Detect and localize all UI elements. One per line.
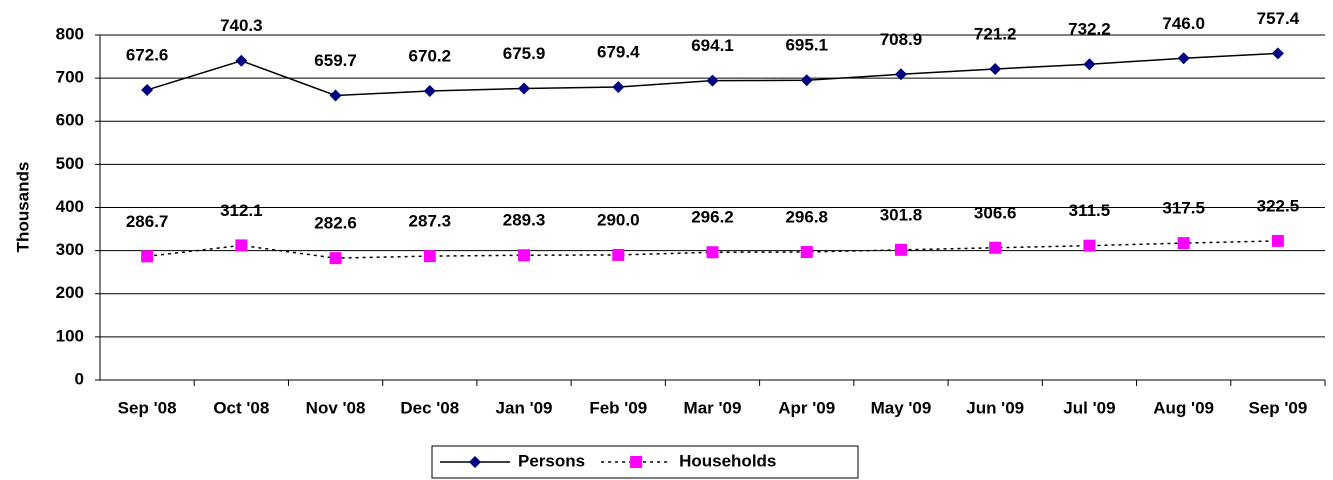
data-label: 286.7 — [126, 212, 169, 231]
y-tick-label: 400 — [56, 197, 84, 216]
marker — [800, 246, 813, 259]
data-label: 312.1 — [220, 201, 263, 220]
y-tick-label: 200 — [56, 283, 84, 302]
data-label: 732.2 — [1068, 20, 1111, 39]
legend-label: Persons — [518, 451, 585, 470]
x-tick-label: Apr '09 — [778, 398, 835, 417]
data-label: 672.6 — [126, 45, 169, 64]
y-tick-label: 700 — [56, 68, 84, 87]
x-tick-label: Dec '08 — [400, 398, 459, 417]
x-tick-label: Jul '09 — [1063, 398, 1115, 417]
x-tick-label: Feb '09 — [589, 398, 647, 417]
data-label: 708.9 — [880, 30, 923, 49]
marker — [1177, 237, 1190, 250]
data-label: 301.8 — [880, 205, 923, 224]
y-tick-label: 800 — [56, 24, 84, 43]
data-label: 322.5 — [1257, 196, 1300, 215]
y-tick-label: 300 — [56, 240, 84, 259]
x-tick-label: May '09 — [871, 398, 932, 417]
x-tick-label: Nov '08 — [306, 398, 366, 417]
data-label: 675.9 — [503, 44, 546, 63]
marker — [1083, 239, 1096, 252]
marker — [141, 83, 154, 96]
marker — [235, 239, 248, 252]
marker — [469, 456, 481, 468]
data-label: 670.2 — [409, 46, 452, 65]
y-tick-label: 600 — [56, 111, 84, 130]
marker — [612, 81, 625, 94]
marker — [235, 54, 248, 67]
data-label: 311.5 — [1069, 201, 1111, 220]
data-label: 287.3 — [409, 212, 452, 231]
data-label: 306.6 — [974, 203, 1017, 222]
y-tick-label: 500 — [56, 154, 84, 173]
marker — [1177, 52, 1190, 65]
data-label: 679.4 — [597, 42, 640, 61]
x-tick-label: Sep '08 — [118, 398, 177, 417]
data-label: 296.8 — [785, 207, 828, 226]
marker — [518, 249, 531, 262]
data-label: 695.1 — [785, 36, 828, 55]
marker — [894, 68, 907, 81]
data-label: 694.1 — [691, 36, 734, 55]
marker — [989, 62, 1002, 75]
marker — [630, 456, 643, 468]
data-label: 317.5 — [1162, 199, 1205, 218]
x-tick-label: Jun '09 — [966, 398, 1024, 417]
marker — [423, 84, 436, 97]
data-label: 746.0 — [1162, 14, 1205, 33]
marker — [518, 82, 531, 95]
marker — [329, 89, 342, 102]
marker — [1271, 47, 1284, 60]
marker — [329, 252, 342, 265]
data-label: 296.2 — [691, 208, 734, 227]
x-tick-label: Jan '09 — [496, 398, 553, 417]
marker — [989, 241, 1002, 254]
x-tick-label: Mar '09 — [684, 398, 742, 417]
y-tick-label: 100 — [56, 326, 84, 345]
x-tick-label: Aug '09 — [1153, 398, 1214, 417]
data-label: 721.2 — [974, 24, 1017, 43]
data-label: 740.3 — [220, 16, 263, 35]
data-label: 282.6 — [314, 214, 357, 233]
marker — [612, 248, 625, 261]
y-tick-label: 0 — [75, 369, 84, 388]
marker — [423, 250, 436, 263]
data-label: 289.3 — [503, 211, 546, 230]
x-tick-label: Oct '08 — [213, 398, 269, 417]
marker — [1271, 234, 1284, 247]
legend-label: Households — [679, 451, 776, 470]
marker — [894, 243, 907, 256]
marker — [141, 250, 154, 263]
marker — [1083, 58, 1096, 71]
data-label: 290.0 — [597, 210, 640, 229]
data-label: 757.4 — [1257, 9, 1300, 28]
marker — [706, 246, 719, 259]
marker — [706, 74, 719, 87]
marker — [800, 74, 813, 87]
data-label: 659.7 — [314, 51, 357, 70]
y-axis-label: Thousands — [13, 162, 32, 253]
x-tick-label: Sep '09 — [1248, 398, 1307, 417]
